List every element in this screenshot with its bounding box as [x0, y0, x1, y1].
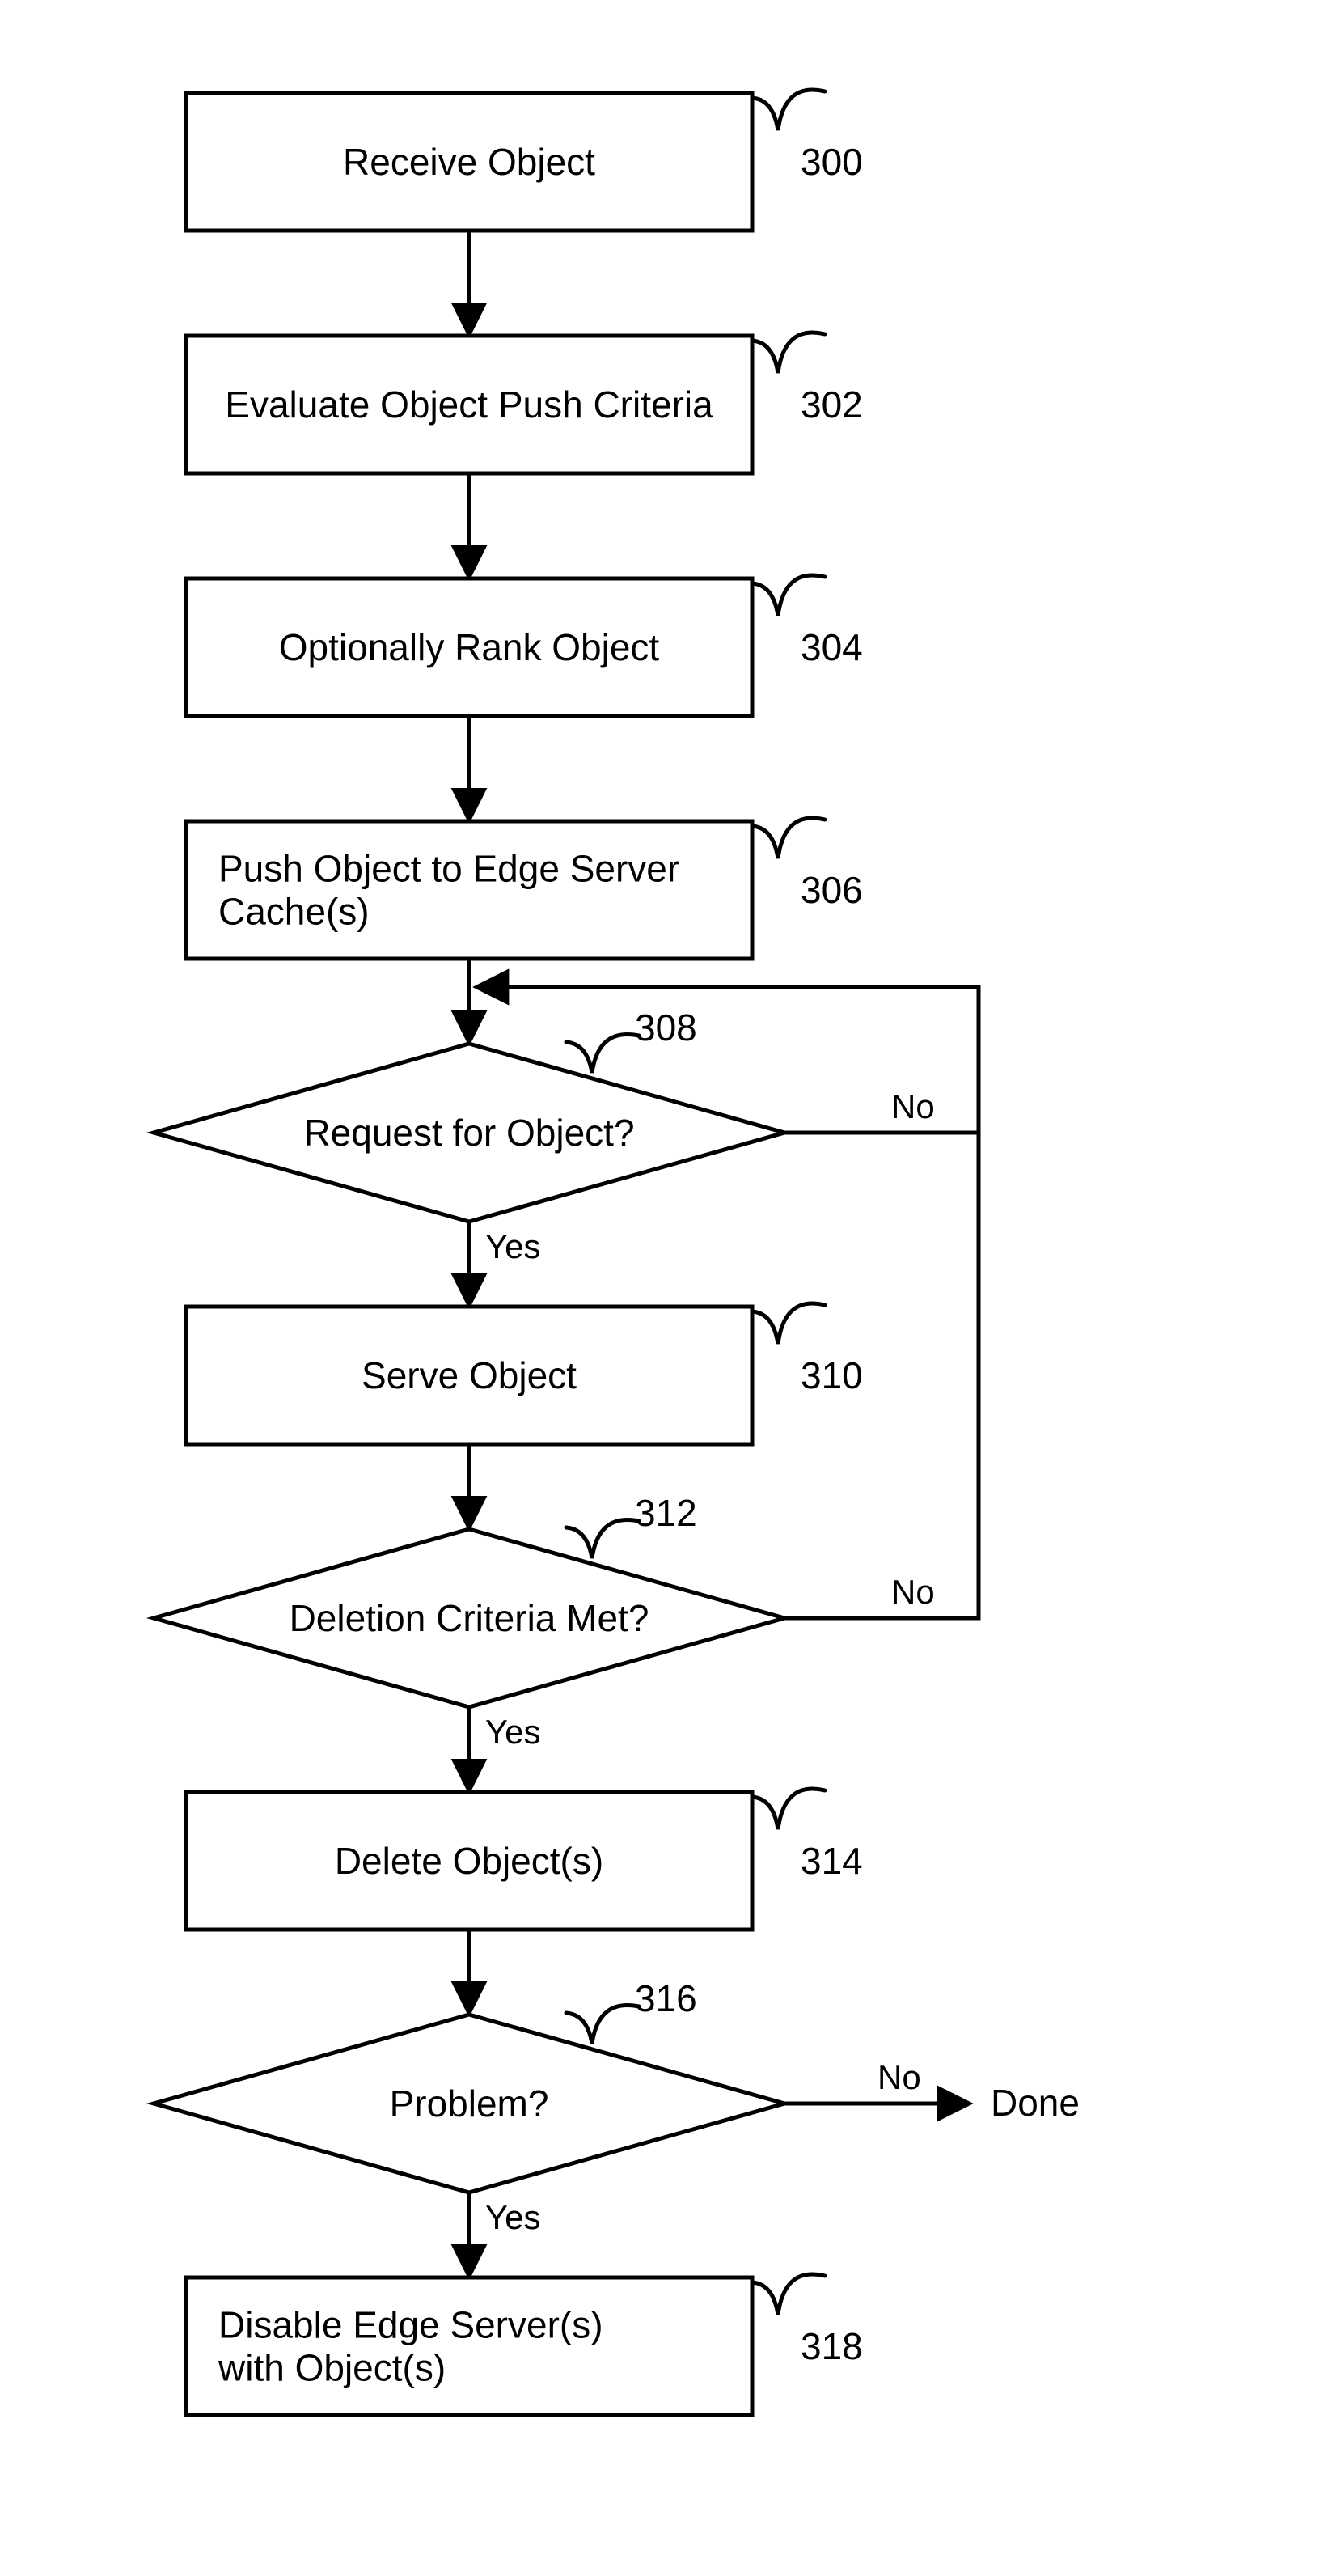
ref-bracket	[566, 1519, 639, 1558]
ref-number: 314	[801, 1840, 863, 1882]
ref-number: 312	[635, 1492, 697, 1534]
ref-bracket	[566, 1034, 639, 1073]
edge-label: Yes	[485, 1227, 541, 1265]
flow-box-label: Serve Object	[362, 1354, 577, 1396]
edge-label-no: No	[891, 1087, 935, 1125]
ref-bracket	[752, 575, 825, 616]
ref-bracket	[566, 2005, 639, 2044]
flow-diamond-label: Request for Object?	[303, 1112, 634, 1154]
ref-bracket	[752, 333, 825, 373]
edge-label: Yes	[485, 2198, 541, 2236]
edge-label-done: Done	[991, 2082, 1080, 2124]
ref-number: 300	[801, 141, 863, 183]
ref-bracket	[752, 818, 825, 858]
ref-bracket	[752, 2274, 825, 2315]
ref-number: 310	[801, 1354, 863, 1396]
flow-box-label: Receive Object	[343, 141, 595, 183]
ref-bracket	[752, 90, 825, 130]
flow-diamond-label: Problem?	[390, 2082, 549, 2125]
edge-label-no: No	[891, 1573, 935, 1611]
ref-bracket	[752, 1789, 825, 1829]
flow-box-label: Evaluate Object Push Criteria	[225, 383, 713, 426]
ref-bracket	[752, 1303, 825, 1344]
ref-number: 306	[801, 869, 863, 911]
ref-number: 302	[801, 383, 863, 426]
edge-label: Yes	[485, 1713, 541, 1751]
flow-box-label: Disable Edge Server(s)	[218, 2304, 603, 2346]
flow-box-label: Push Object to Edge Server	[218, 848, 679, 890]
flow-box-label: Optionally Rank Object	[279, 626, 660, 668]
ref-number: 318	[801, 2325, 863, 2367]
flow-box-label: Cache(s)	[218, 891, 370, 933]
flow-diamond-label: Deletion Criteria Met?	[290, 1597, 649, 1639]
ref-number: 316	[635, 1977, 697, 2019]
ref-number: 304	[801, 626, 863, 668]
edge-label-no: No	[877, 2058, 921, 2096]
ref-number: 308	[635, 1006, 697, 1049]
flow-box-label: Delete Object(s)	[335, 1840, 603, 1882]
flow-box-label: with Object(s)	[218, 2347, 446, 2389]
